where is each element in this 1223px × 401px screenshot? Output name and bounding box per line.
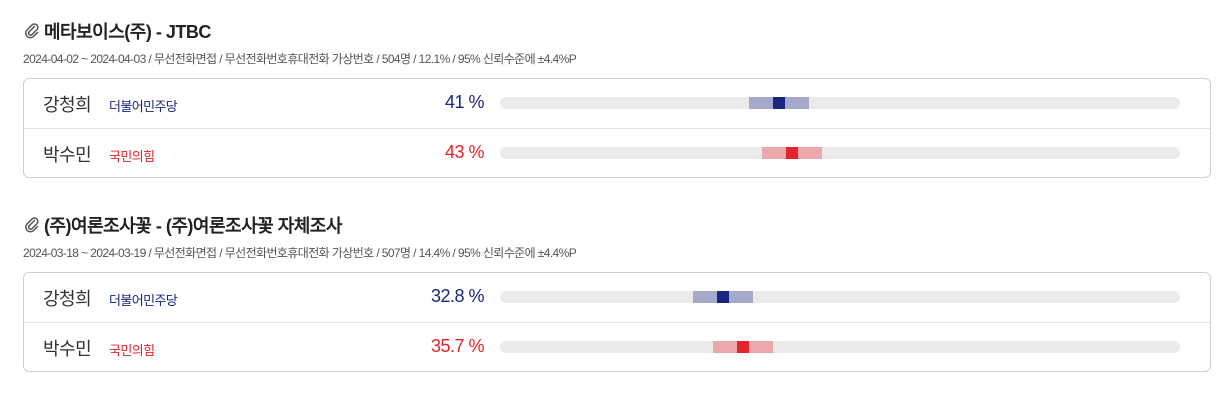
poll-results: 강청희 더불어민주당 32.8 % 박수민 국민의힘 35.7 % xyxy=(23,272,1211,372)
candidate-row: 박수민 국민의힘 43 % xyxy=(24,128,1210,178)
candidate-party: 국민의힘 xyxy=(109,343,155,358)
support-point xyxy=(736,341,749,353)
paperclip-icon xyxy=(23,22,41,40)
support-bar-track xyxy=(500,97,1180,109)
support-bar-track xyxy=(500,147,1180,159)
support-point xyxy=(717,291,730,303)
poll-card-1: 메타보이스(주) - JTBC 2024-04-02 ~ 2024-04-03 … xyxy=(23,18,1211,178)
candidate-name: 강청희 xyxy=(43,289,92,309)
support-point xyxy=(786,147,799,159)
candidate-percent: 43 % xyxy=(444,142,485,162)
candidate-name: 박수민 xyxy=(43,339,92,359)
candidate-percent: 41 % xyxy=(444,92,485,112)
poll-results: 강청희 더불어민주당 41 % 박수민 국민의힘 43 % xyxy=(23,78,1211,178)
poll-meta: 2024-04-02 ~ 2024-04-03 / 무선전화면접 / 무선전화번… xyxy=(23,52,577,66)
candidate-row: 강청희 더불어민주당 41 % xyxy=(24,79,1210,128)
candidate-percent: 32.8 % xyxy=(430,286,485,306)
candidate-percent: 35.7 % xyxy=(430,336,485,356)
candidate-row: 박수민 국민의힘 35.7 % xyxy=(24,322,1210,372)
candidate-party: 더불어민주당 xyxy=(109,99,178,114)
candidate-name: 강청희 xyxy=(43,95,92,115)
support-bar-track xyxy=(500,291,1180,303)
support-point xyxy=(772,97,785,109)
poll-card-2: (주)여론조사꽃 - (주)여론조사꽃 자체조사 2024-03-18 ~ 20… xyxy=(23,212,1211,372)
paperclip-icon xyxy=(23,216,41,234)
candidate-party: 더불어민주당 xyxy=(109,293,178,308)
poll-meta: 2024-03-18 ~ 2024-03-19 / 무선전화면접 / 무선전화번… xyxy=(23,246,577,260)
poll-title: 메타보이스(주) - JTBC xyxy=(44,22,211,42)
candidate-row: 강청희 더불어민주당 32.8 % xyxy=(24,273,1210,322)
candidate-party: 국민의힘 xyxy=(109,149,155,164)
poll-title: (주)여론조사꽃 - (주)여론조사꽃 자체조사 xyxy=(44,216,342,236)
support-bar-track xyxy=(500,341,1180,353)
poll-header: 메타보이스(주) - JTBC xyxy=(23,18,1211,44)
poll-header: (주)여론조사꽃 - (주)여론조사꽃 자체조사 xyxy=(23,212,1211,238)
candidate-name: 박수민 xyxy=(43,145,92,165)
